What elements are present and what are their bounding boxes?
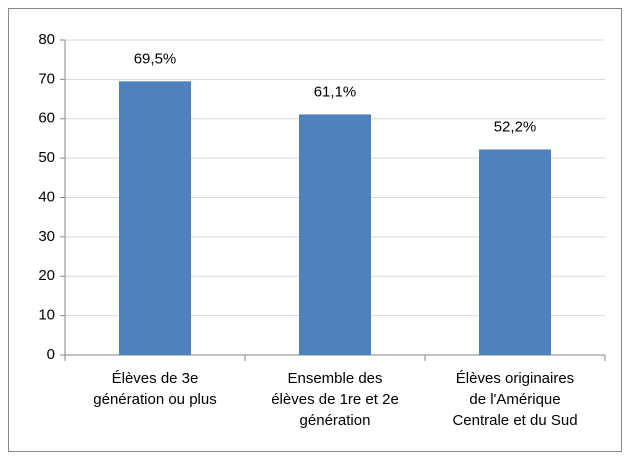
- x-tick-label: Ensemble des élèves de 1re et 2e générat…: [271, 370, 399, 429]
- y-tick-label: 20: [38, 267, 55, 284]
- y-tick-label: 70: [38, 70, 55, 87]
- y-tick-label: 0: [47, 346, 55, 363]
- y-tick-label: 80: [38, 31, 55, 48]
- value-label: 52,2%: [494, 118, 537, 135]
- y-tick-label: 30: [38, 228, 55, 245]
- x-label-box: Élèves originaires de l'Amérique Central…: [452, 370, 578, 429]
- x-label-box: Élèves de 3e génération ou plus: [93, 370, 217, 408]
- bar: [479, 149, 551, 355]
- value-label: 69,5%: [134, 50, 177, 67]
- value-label: 61,1%: [314, 83, 357, 100]
- bar: [299, 114, 371, 355]
- y-tick-label: 40: [38, 188, 55, 205]
- bar: [119, 81, 191, 355]
- x-tick-label: Élèves originaires de l'Amérique Central…: [452, 370, 578, 429]
- y-tick-label: 60: [38, 110, 55, 127]
- x-label-box: Ensemble des élèves de 1re et 2e générat…: [271, 370, 399, 429]
- y-tick-label: 50: [38, 149, 55, 166]
- y-tick-label: 10: [38, 307, 55, 324]
- x-tick-label: Élèves de 3e génération ou plus: [93, 370, 217, 408]
